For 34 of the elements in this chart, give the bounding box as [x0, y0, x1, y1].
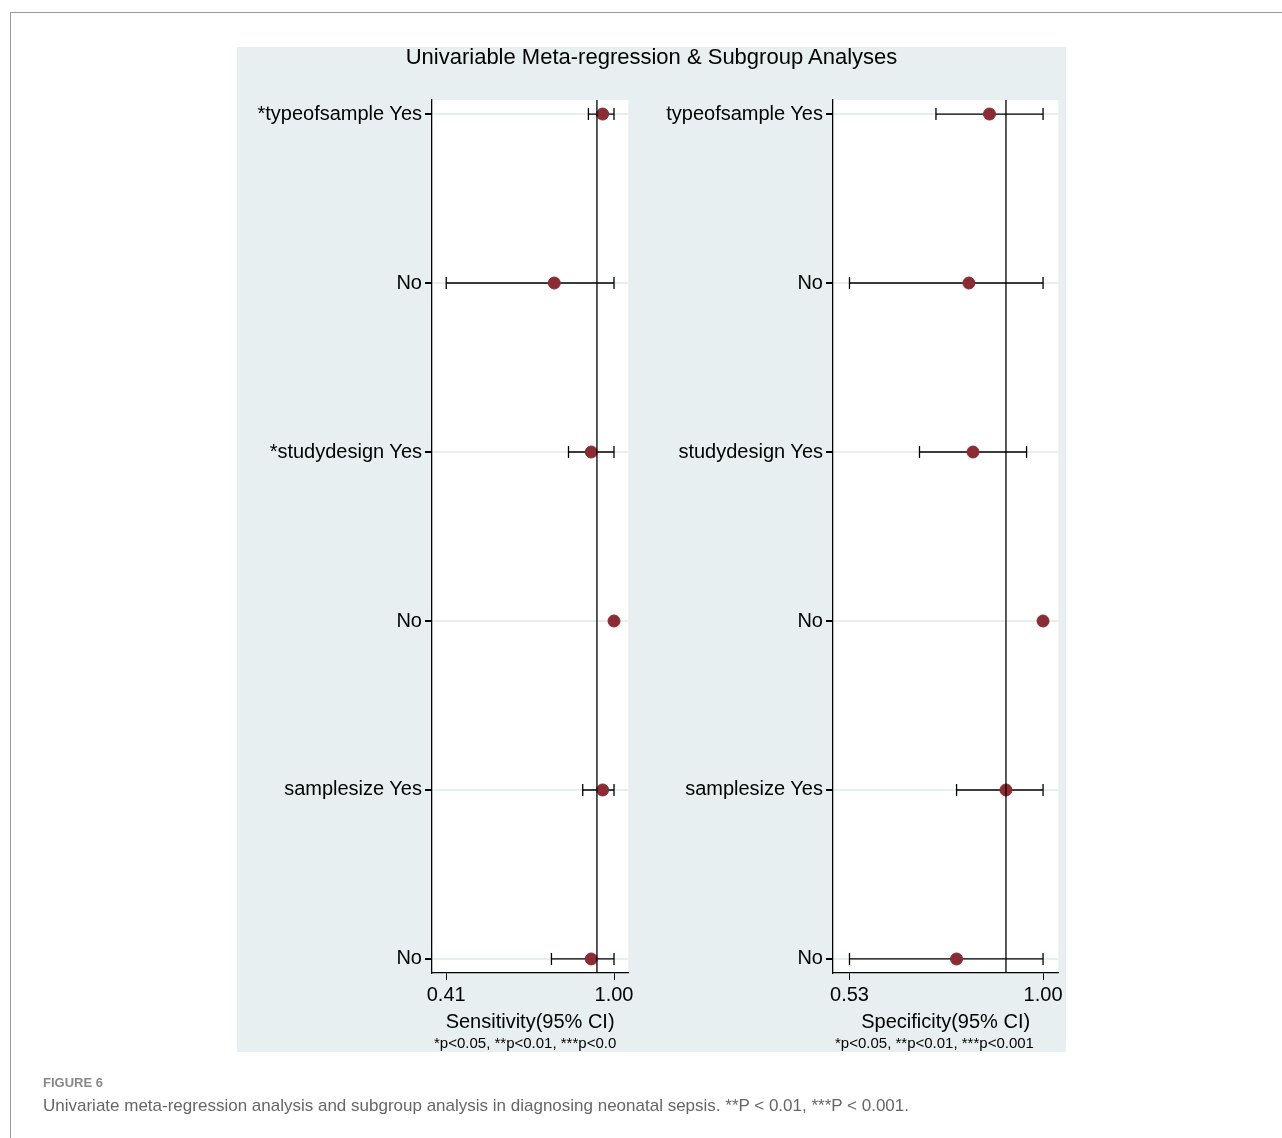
y-tick-label: No	[797, 608, 823, 631]
point	[962, 276, 976, 290]
point	[607, 614, 621, 628]
y-tick-label: No	[797, 946, 823, 969]
y-tick-label: No	[396, 946, 422, 969]
text: *p<0.05, **p<0.01, ***p<0.0	[434, 1034, 617, 1051]
x-axis-title: Sensitivity(95% CI)	[445, 1009, 615, 1032]
point	[596, 107, 610, 121]
chart-title: Univariable Meta-regression & Subgroup Analyses	[404, 44, 899, 70]
point	[584, 952, 598, 966]
y-tick-label: *studydesign Yes	[269, 439, 422, 462]
x-tick-label: 0.41	[426, 982, 466, 1005]
point	[950, 952, 964, 966]
point	[1036, 614, 1050, 628]
y-tick-label: typeofsample Yes	[666, 101, 823, 124]
text: Univariate meta-regression analysis and subgroup analysis in diagnosing neonatal sepsis. **P < 0.01, ***P < 0.001.	[43, 1096, 909, 1116]
y-tick-label: *typeofsample Yes	[257, 101, 422, 124]
y-tick-label: samplesize Yes	[685, 777, 823, 800]
y-tick-label: No	[396, 270, 422, 293]
y-tick-label: samplesize Yes	[284, 777, 422, 800]
point	[547, 276, 561, 290]
x-tick-label: 1.00	[1023, 982, 1063, 1005]
text: *p<0.05, **p<0.01, ***p<0.001	[835, 1034, 1034, 1051]
y-tick-label: studydesign Yes	[678, 439, 823, 462]
y-tick-label: No	[396, 608, 422, 631]
point	[966, 445, 980, 459]
point	[584, 445, 598, 459]
x-tick-label: 1.00	[594, 982, 634, 1005]
caption: FIGURE 6	[43, 1075, 104, 1090]
point	[596, 783, 610, 797]
x-tick-label: 0.53	[830, 982, 869, 1005]
x-axis-title: Specificity(95% CI)	[861, 1009, 1031, 1032]
point	[983, 107, 996, 121]
y-tick-label: No	[797, 270, 823, 293]
